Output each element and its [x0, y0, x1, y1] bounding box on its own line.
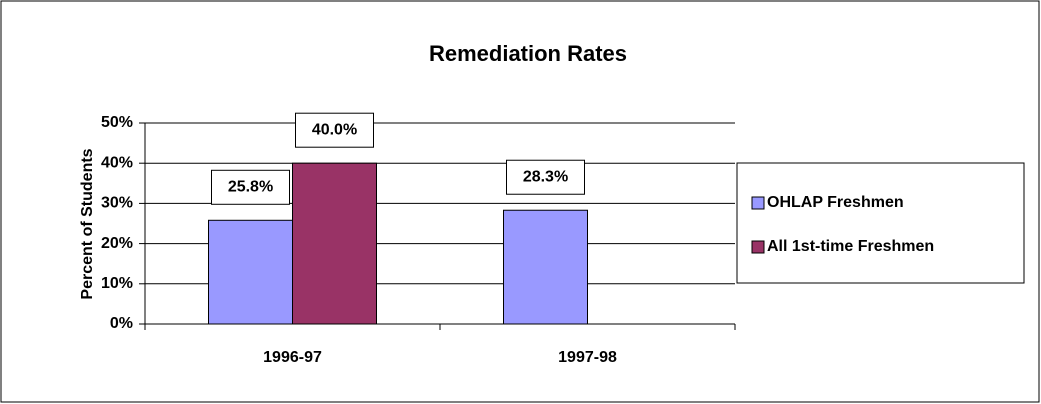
data-label-box: [506, 159, 585, 195]
y-tick-label: 40%: [101, 154, 133, 171]
bar: [208, 219, 293, 325]
legend-label: OHLAP Freshmen: [767, 194, 904, 211]
y-tick-label: 0%: [110, 315, 133, 332]
y-tick-label: 30%: [101, 195, 133, 212]
x-tick-label: 1997-98: [558, 349, 617, 366]
data-label: 28.3%: [523, 168, 568, 185]
y-tick-label: 50%: [101, 114, 133, 131]
bar: [503, 209, 588, 325]
y-axis-label: Percent of Students: [79, 148, 96, 299]
data-label-box: [295, 112, 374, 148]
legend-label: All 1st-time Freshmen: [767, 238, 934, 255]
y-tick-label: 20%: [101, 235, 133, 252]
chart-title: Remediation Rates: [429, 41, 627, 66]
data-label-box: [211, 169, 290, 205]
bar: [292, 162, 377, 325]
data-label: 25.8%: [228, 179, 273, 196]
legend-swatch: [751, 240, 765, 254]
legend-swatch: [751, 196, 765, 210]
x-tick-label: 1996-97: [263, 349, 322, 366]
data-label: 40.0%: [312, 121, 357, 138]
legend-box: [736, 162, 1025, 284]
y-tick-label: 10%: [101, 275, 133, 292]
